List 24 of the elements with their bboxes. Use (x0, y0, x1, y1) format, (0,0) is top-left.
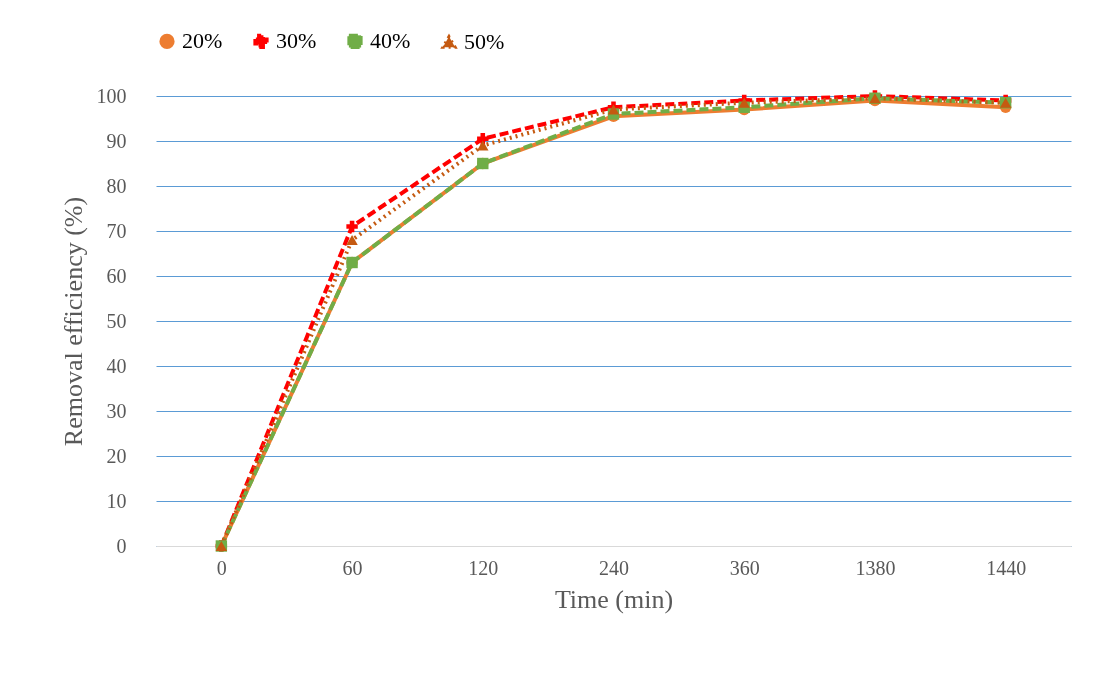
y-tick-label: 80 (106, 174, 127, 197)
y-tick-label: 40 (106, 354, 127, 377)
x-tick-label: 360 (729, 556, 760, 579)
y-tick-label: 70 (106, 219, 127, 242)
y-tick-label: 50 (106, 309, 127, 332)
x-tick-label: 1380 (855, 556, 896, 579)
x-tick-label: 1440 (986, 556, 1027, 579)
y-tick-label: 20 (106, 444, 127, 467)
y-tick-label: 60 (106, 264, 127, 287)
legend-label: 20% (182, 28, 223, 54)
x-tick-label: 240 (599, 556, 629, 579)
legend-label: 40% (370, 28, 411, 54)
x-axis-title: Time (min) (554, 584, 674, 614)
y-tick-label: 90 (106, 129, 127, 152)
y-tick-label: 10 (106, 489, 127, 512)
x-tick-label: 120 (468, 556, 499, 579)
y-tick-label: 100 (96, 84, 127, 107)
y-axis-title: Removal efficiency (%) (58, 196, 88, 447)
legend-label: 30% (276, 28, 317, 54)
y-tick-label: 30 (106, 399, 127, 422)
x-tick-label: 0 (216, 556, 227, 579)
y-tick-label: 0 (116, 534, 127, 557)
x-tick-label: 60 (342, 556, 363, 579)
legend-label: 50% (464, 28, 505, 54)
